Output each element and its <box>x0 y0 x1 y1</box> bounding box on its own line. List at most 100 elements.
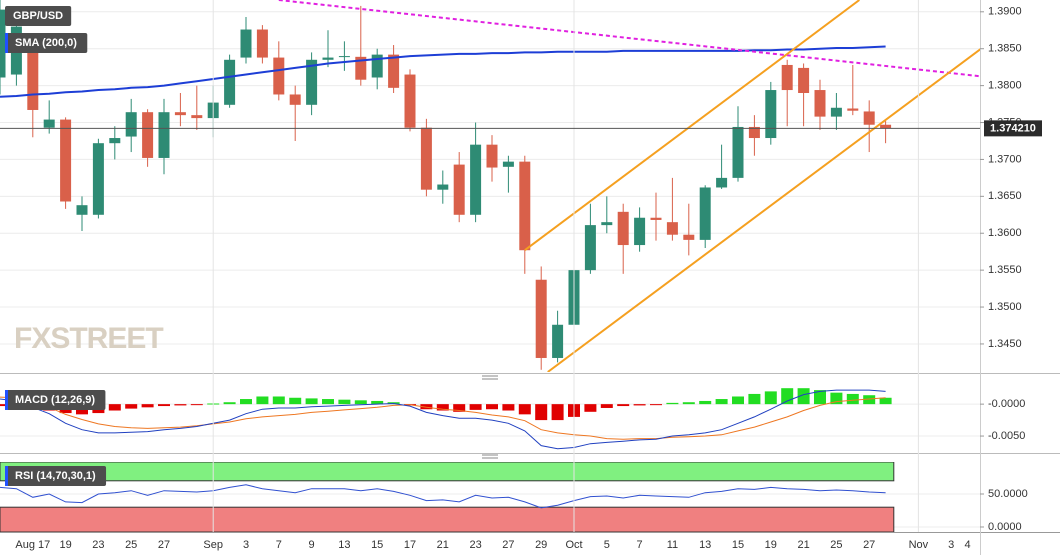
candle-body <box>634 217 646 246</box>
candle-body <box>355 56 367 80</box>
y-tick-label: -0.0050 <box>988 430 1025 442</box>
panel-label: SMA (200,0) <box>15 37 77 49</box>
x-tick-label: 5 <box>604 539 610 551</box>
histogram-bar <box>486 404 498 410</box>
candle-body <box>601 222 613 226</box>
panel-label-box <box>5 390 106 410</box>
histogram-bar <box>535 404 548 421</box>
x-tick-label: 23 <box>469 539 481 551</box>
histogram-bar <box>371 400 384 405</box>
trend-line <box>524 0 860 252</box>
candle-body <box>125 112 137 137</box>
y-tick-label: 1.3500 <box>988 301 1022 313</box>
candle-body <box>666 222 678 235</box>
panel-label: RSI (14,70,30,1) <box>15 470 96 482</box>
histogram-bar <box>715 399 728 405</box>
candle-body <box>699 187 711 240</box>
histogram-bar <box>666 402 679 405</box>
y-tick-label: 1.3850 <box>988 43 1022 55</box>
watermark: FXSTREET <box>14 322 163 355</box>
candle-body <box>60 119 72 202</box>
oversold-zone <box>0 506 895 532</box>
panel-label: MACD (12,26,9) <box>15 394 95 406</box>
candle-body <box>519 161 531 251</box>
candle-body <box>683 234 695 240</box>
x-tick-label: 27 <box>863 539 875 551</box>
histogram-bar <box>764 391 777 405</box>
histogram-bar <box>223 402 236 405</box>
x-tick-label: 21 <box>797 539 809 551</box>
indicator-line <box>0 396 886 440</box>
last-price-label: 1.374210 <box>990 122 1036 134</box>
histogram-bar <box>781 388 794 405</box>
candle-body <box>371 54 383 78</box>
candle-body <box>43 119 55 128</box>
histogram-bar <box>830 392 843 405</box>
histogram-bar <box>846 393 859 405</box>
histogram-bar <box>617 404 630 407</box>
histogram-bar <box>190 404 203 406</box>
y-tick-label: 1.3600 <box>988 227 1022 239</box>
candle-body <box>273 57 285 95</box>
histogram-bar <box>354 400 367 405</box>
histogram-bar <box>797 388 810 405</box>
panel-label-accent <box>5 390 8 410</box>
candle-body <box>109 138 121 144</box>
x-tick-label: 27 <box>158 539 170 551</box>
candle-body <box>552 324 564 358</box>
resize-handle[interactable] <box>482 454 498 459</box>
candle-body <box>142 112 154 158</box>
candle-body <box>240 29 252 58</box>
y-tick-label: 50.0000 <box>988 488 1028 500</box>
candle-body <box>0 9 6 78</box>
x-tick-label: Oct <box>565 539 582 551</box>
histogram-bar <box>0 404 6 407</box>
candle-body <box>781 64 793 91</box>
candle-body <box>437 184 449 190</box>
histogram-bar <box>272 396 285 405</box>
histogram-bar <box>141 404 154 408</box>
candle-body <box>584 225 596 271</box>
x-tick-label: 25 <box>125 539 137 551</box>
x-tick-label: Sep <box>203 539 223 551</box>
histogram-bar <box>240 399 252 405</box>
histogram-bar <box>174 404 187 406</box>
resize-handle[interactable] <box>482 375 498 380</box>
histogram-bar <box>732 396 744 405</box>
x-tick-label: 7 <box>276 539 282 551</box>
histogram-bar <box>879 397 892 405</box>
histogram-bar <box>748 393 761 405</box>
x-tick-label: 13 <box>338 539 350 551</box>
x-tick-label: 29 <box>535 539 547 551</box>
candle-body <box>338 56 350 58</box>
candle-body <box>322 57 334 60</box>
x-tick-label: 25 <box>830 539 842 551</box>
histogram-bar <box>108 404 121 411</box>
x-tick-label: 17 <box>404 539 416 551</box>
x-tick-label: 13 <box>699 539 711 551</box>
histogram-bar <box>699 400 712 405</box>
x-tick-label: 3 <box>948 539 954 551</box>
x-tick-label: 3 <box>243 539 249 551</box>
histogram-bar <box>584 404 597 412</box>
candle-body <box>863 111 875 125</box>
panel-label-box <box>5 466 107 486</box>
histogram-bar <box>338 399 351 405</box>
candle-body <box>224 59 236 105</box>
trend-line <box>547 48 980 372</box>
histogram-bar <box>305 398 318 405</box>
panel <box>0 462 980 532</box>
candle-body <box>502 161 514 167</box>
x-tick-label: 19 <box>59 539 71 551</box>
x-tick-label: 15 <box>732 539 744 551</box>
x-tick-label: Nov <box>909 539 929 551</box>
histogram-bar <box>469 404 482 410</box>
candle-body <box>76 205 88 215</box>
x-tick-label: 4 <box>965 539 971 551</box>
histogram-bar <box>518 404 531 415</box>
candle-body <box>388 54 400 88</box>
candle-body <box>158 112 170 158</box>
indicator-line <box>0 484 886 509</box>
candle-body <box>453 164 465 215</box>
